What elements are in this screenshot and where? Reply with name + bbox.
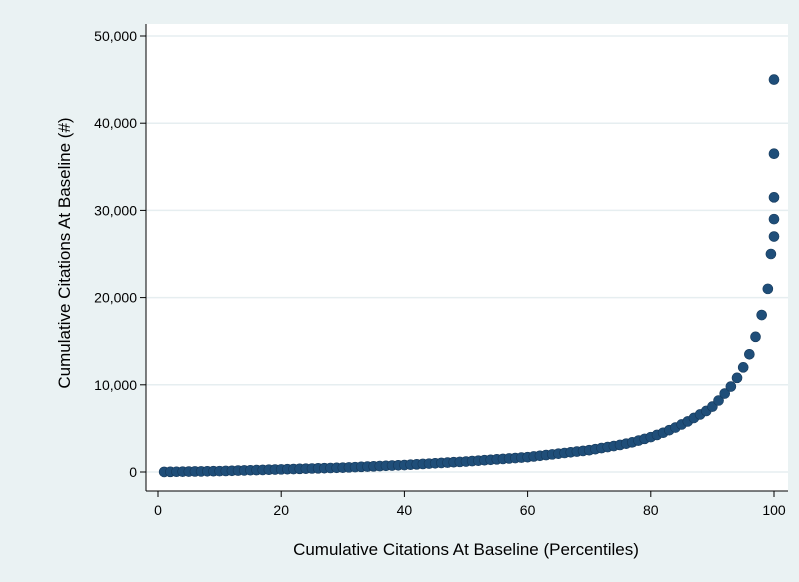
data-point	[768, 148, 780, 160]
data-point	[713, 395, 724, 406]
data-point	[719, 388, 731, 399]
data-point	[744, 348, 755, 360]
y-tick-label: 10,000	[94, 377, 137, 393]
y-axis-title: Cumulative Citations At Baseline (#)	[55, 117, 74, 388]
data-points	[158, 74, 780, 478]
axes	[140, 24, 788, 497]
y-tick-label: 50,000	[94, 28, 137, 44]
x-tick-label: 60	[520, 502, 536, 518]
x-tick-label: 80	[643, 502, 659, 518]
y-tick-label: 40,000	[94, 115, 137, 131]
data-point	[765, 248, 777, 260]
data-point	[725, 381, 737, 392]
data-point	[762, 283, 774, 295]
data-point	[768, 192, 780, 203]
data-point	[768, 231, 780, 242]
data-point	[737, 362, 749, 373]
tick-labels: 0 10,000 20,000 30,000 40,000 50,000 0 20 40 60 80…	[94, 28, 786, 518]
y-tick-label: 0	[129, 464, 137, 480]
plot-area	[146, 24, 788, 491]
data-point	[768, 213, 780, 225]
x-tick-label: 100	[762, 502, 786, 518]
data-point	[731, 372, 743, 384]
x-axis-title: Cumulative Citations At Baseline (Percen…	[293, 540, 639, 559]
x-tick-label: 0	[154, 502, 162, 518]
data-point	[756, 309, 767, 321]
data-point	[750, 331, 761, 343]
x-tick-label: 40	[397, 502, 413, 518]
x-tick-label: 20	[273, 502, 289, 518]
y-tick-label: 20,000	[94, 290, 137, 306]
y-tick-label: 30,000	[94, 202, 137, 218]
data-point	[768, 74, 780, 85]
